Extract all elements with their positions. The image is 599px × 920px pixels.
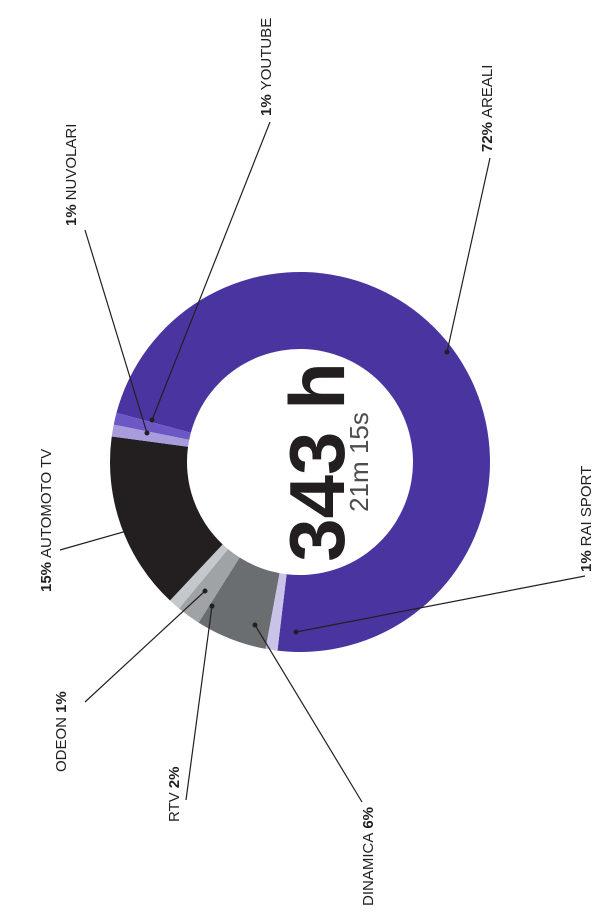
slice-percent: 6% <box>360 807 377 829</box>
slice-label: 1% NUVOLARI <box>63 124 80 226</box>
slice-percent: 2% <box>166 767 183 789</box>
donut <box>110 272 490 652</box>
donut-slice <box>179 549 240 623</box>
slice-name: RAI SPORT <box>578 466 595 547</box>
slice-percent: 1% <box>53 691 70 713</box>
slice-name: RTV <box>166 792 183 822</box>
slice-percent: 15% <box>38 562 55 592</box>
labels: 72% AREALI 1% RAI SPORT DINAMICA 6% RTV 2% ODEON… <box>38 18 595 906</box>
leader-dot <box>202 588 208 594</box>
slice-label: ODEON 1% <box>53 691 70 772</box>
donut-slice <box>113 412 191 440</box>
leader-dot <box>293 629 299 635</box>
leader-line <box>446 157 491 353</box>
slice-label: 1% RAI SPORT <box>578 466 595 572</box>
donut-slice <box>111 424 190 447</box>
slice-percent: 72% <box>479 122 496 152</box>
center-title: 343 h <box>273 362 361 561</box>
slice-name: AUTOMOTO TV <box>38 449 55 558</box>
leader-line <box>151 121 271 421</box>
donut-slice <box>265 573 287 651</box>
leader-line <box>84 590 206 703</box>
slice-name: YOUTUBE <box>258 18 275 91</box>
leader-dot <box>155 519 161 525</box>
slice-name: DINAMICA <box>360 833 377 906</box>
slice-label: DINAMICA 6% <box>360 807 377 906</box>
leader-dot <box>252 622 258 628</box>
slice-name: ODEON <box>53 717 70 772</box>
leader-line <box>295 575 586 633</box>
donut-slice <box>110 436 223 601</box>
slice-label: 72% AREALI <box>479 65 496 152</box>
donut-slice <box>169 544 229 609</box>
leader-line <box>59 521 159 551</box>
leader-dot <box>149 417 155 423</box>
slice-label: 1% YOUTUBE <box>258 18 275 116</box>
slice-percent: 1% <box>578 550 595 572</box>
center-subtitle: 21m 15s <box>344 412 374 512</box>
leader-dot <box>444 349 450 355</box>
slice-label: 15% AUTOMOTO TV <box>38 449 55 592</box>
leader-line <box>254 624 363 803</box>
leader-line <box>84 229 148 434</box>
donut-slice <box>198 557 280 649</box>
slice-name: NUVOLARI <box>63 124 80 201</box>
slice-percent: 1% <box>258 94 275 116</box>
leader-dot <box>144 430 150 436</box>
slice-name: AREALI <box>479 65 496 118</box>
donut-slice <box>116 272 490 652</box>
slice-label: RTV 2% <box>166 767 183 822</box>
leader-line <box>185 605 213 801</box>
slice-percent: 1% <box>63 204 80 226</box>
leader-dot <box>209 603 215 609</box>
